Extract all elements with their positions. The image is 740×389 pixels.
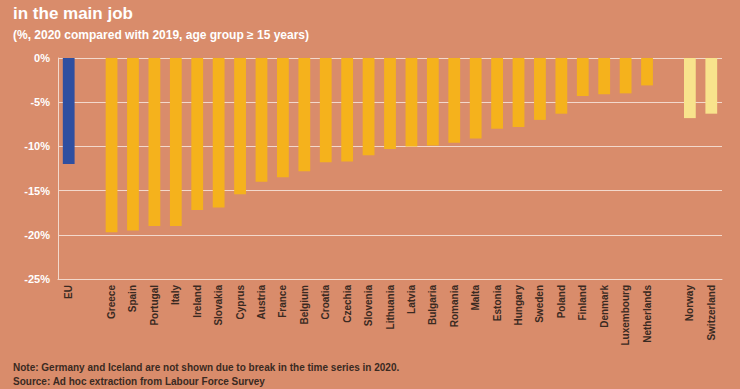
svg-text:(%, 2020 compared with 2019, a: (%, 2020 compared with 2019, age group ≥… <box>13 28 309 42</box>
svg-text:Switzerland: Switzerland <box>706 285 717 341</box>
svg-text:-20%: -20% <box>24 229 50 241</box>
svg-text:Greece: Greece <box>106 285 117 319</box>
svg-text:Poland: Poland <box>556 285 567 318</box>
svg-text:0%: 0% <box>34 52 50 64</box>
svg-text:Slovenia: Slovenia <box>363 285 374 327</box>
svg-text:Cyprus: Cyprus <box>235 285 246 320</box>
svg-text:-15%: -15% <box>24 185 50 197</box>
svg-text:Czechia: Czechia <box>342 285 353 323</box>
svg-text:Norway: Norway <box>684 285 695 322</box>
svg-text:-10%: -10% <box>24 140 50 152</box>
svg-text:Bulgaria: Bulgaria <box>427 285 438 325</box>
svg-text:-5%: -5% <box>30 96 50 108</box>
svg-text:Hungary: Hungary <box>513 285 524 326</box>
svg-text:Austria: Austria <box>256 285 267 320</box>
svg-text:Italy: Italy <box>170 285 181 305</box>
svg-text:Spain: Spain <box>127 285 138 312</box>
svg-text:France: France <box>277 285 288 318</box>
svg-text:Croatia: Croatia <box>320 285 331 320</box>
svg-text:Denmark: Denmark <box>599 285 610 328</box>
svg-text:Ireland: Ireland <box>192 285 203 318</box>
svg-text:Source: Ad hoc extraction from: Source: Ad hoc extraction from Labour Fo… <box>13 376 265 387</box>
svg-text:Estonia: Estonia <box>492 285 503 322</box>
svg-text:Romania: Romania <box>449 285 460 328</box>
svg-text:Sweden: Sweden <box>534 285 545 323</box>
svg-text:Slovakia: Slovakia <box>213 285 224 326</box>
svg-text:Finland: Finland <box>577 285 588 321</box>
svg-text:Belgium: Belgium <box>299 285 310 325</box>
svg-text:Portugal: Portugal <box>149 285 160 326</box>
svg-text:Latvia: Latvia <box>406 285 417 314</box>
svg-text:Malta: Malta <box>470 285 481 311</box>
svg-text:Lithuania: Lithuania <box>385 285 396 330</box>
svg-text:EU: EU <box>63 285 74 299</box>
svg-text:Note: Germany and Iceland are: Note: Germany and Iceland are not shown … <box>13 362 399 373</box>
svg-text:-25%: -25% <box>24 273 50 285</box>
svg-text:in the main job: in the main job <box>13 4 133 23</box>
svg-text:Netherlands: Netherlands <box>642 285 653 343</box>
svg-text:Luxembourg: Luxembourg <box>620 285 631 346</box>
